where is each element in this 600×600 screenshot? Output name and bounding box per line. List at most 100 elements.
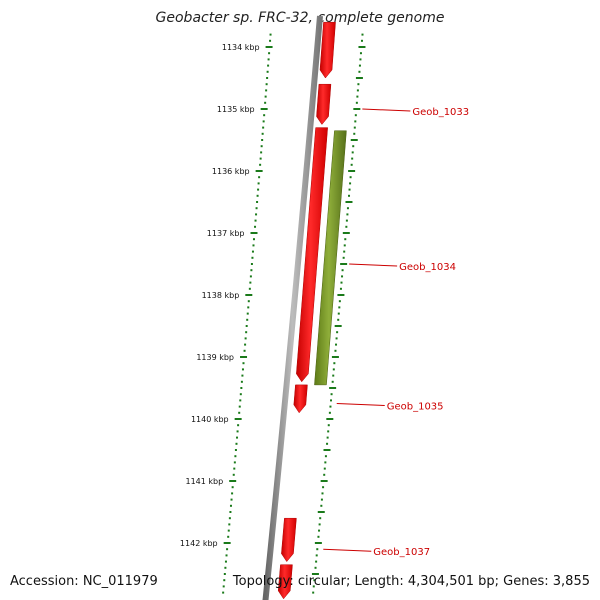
scale-minor-tick — [234, 455, 237, 458]
scale-minor-tick — [262, 126, 265, 129]
gene-label[interactable]: Geob_1034 — [399, 262, 456, 273]
scale-minor-tick — [241, 374, 244, 377]
scale-minor-tick — [245, 331, 248, 334]
inner-scale-minor-tick — [345, 219, 348, 222]
scale-minor-tick — [261, 139, 264, 141]
inner-scale-minor-tick — [331, 380, 334, 383]
scale-minor-tick — [261, 132, 264, 135]
gene-forward-strand — [319, 21, 336, 79]
inner-scale-minor-tick — [337, 312, 340, 315]
scale-minor-tick — [230, 498, 233, 501]
scale-minor-tick — [268, 52, 271, 55]
tick-layer: 1134 kbp 1135 kbp 1136 kbp 1137 kbp 1138 kbp… — [180, 33, 366, 594]
scale-minor-tick — [249, 281, 252, 284]
inner-scale-minor-tick — [353, 132, 356, 135]
inner-scale-minor-tick — [326, 442, 329, 445]
scale-minor-tick — [256, 194, 259, 197]
scale-minor-tick — [238, 411, 241, 414]
scale-minor-tick — [254, 225, 257, 228]
inner-scale-minor-tick — [316, 548, 319, 551]
gene-label-leader — [349, 263, 398, 267]
scale-minor-tick — [255, 207, 258, 210]
inner-scale-minor-tick — [341, 269, 344, 272]
scale-minor-tick — [266, 70, 269, 73]
gene-label-leader — [323, 548, 372, 552]
scale-tick-label: 1134 kbp — [222, 43, 260, 52]
scale-minor-tick — [257, 182, 260, 185]
inner-scale-minor-tick — [318, 529, 321, 532]
scale-minor-tick — [233, 461, 236, 464]
inner-scale-minor-tick — [351, 157, 354, 160]
scale-minor-tick — [241, 368, 244, 371]
inner-scale-minor-tick — [348, 188, 351, 191]
scale-minor-tick — [246, 318, 249, 321]
scale-minor-tick — [238, 405, 241, 408]
inner-scale-minor-tick — [343, 244, 346, 247]
scale-minor-tick — [232, 473, 235, 476]
gene-label[interactable]: Geob_1033 — [412, 107, 469, 118]
inner-scale-minor-tick — [323, 467, 326, 470]
inner-scale-minor-tick — [336, 331, 339, 334]
scale-tick-label: 1138 kbp — [202, 291, 240, 300]
scale-tick-label: 1137 kbp — [207, 229, 245, 238]
inner-scale-minor-tick — [314, 566, 317, 569]
gene-forward-strand — [281, 517, 297, 563]
gene-layer — [277, 21, 347, 600]
scale-minor-tick — [227, 529, 230, 532]
scale-minor-tick — [239, 393, 242, 396]
scale-minor-tick — [222, 591, 225, 594]
scale-minor-tick — [269, 33, 272, 36]
inner-scale-minor-tick — [358, 64, 361, 67]
scale-minor-tick — [259, 163, 262, 166]
scale-minor-tick — [249, 275, 252, 278]
inner-scale-minor-tick — [324, 455, 327, 458]
gene-label[interactable]: Geob_1035 — [387, 402, 444, 413]
scale-minor-tick — [255, 213, 258, 216]
scale-minor-tick — [227, 535, 230, 538]
inner-scale-minor-tick — [320, 504, 323, 507]
scale-minor-tick — [251, 256, 254, 259]
inner-scale-minor-tick — [338, 306, 341, 309]
inner-scale-minor-tick — [321, 492, 324, 495]
scale-minor-tick — [266, 77, 269, 79]
scale-minor-tick — [242, 362, 245, 365]
scale-minor-tick — [254, 219, 257, 222]
scale-minor-tick — [248, 287, 251, 290]
scale-minor-tick — [243, 349, 246, 352]
scale-minor-tick — [250, 269, 253, 272]
scale-tick-label: 1139 kbp — [196, 353, 234, 362]
scale-minor-tick — [260, 145, 263, 148]
inner-scale-minor-tick — [344, 238, 347, 241]
inner-scale-minor-tick — [350, 163, 353, 166]
map-title: Geobacter sp. FRC-32, complete genome — [155, 10, 445, 26]
gene-label-leader — [362, 108, 411, 112]
scale-minor-tick — [252, 238, 255, 241]
scale-minor-tick — [228, 523, 231, 526]
scale-minor-tick — [235, 442, 238, 445]
scale-minor-tick — [223, 573, 226, 575]
inner-scale-minor-tick — [340, 281, 343, 284]
inner-scale-minor-tick — [312, 591, 315, 594]
scale-minor-tick — [258, 176, 261, 179]
inner-scale-minor-tick — [330, 393, 333, 396]
gene-reverse-strand — [314, 130, 347, 386]
gene-label[interactable]: Geob_1037 — [373, 547, 430, 558]
inner-scale-minor-tick — [323, 473, 326, 476]
inner-scale-minor-tick — [315, 554, 318, 557]
inner-scale-minor-tick — [315, 560, 318, 563]
scale-minor-tick — [240, 387, 243, 389]
inner-scale-minor-tick — [348, 194, 351, 197]
inner-scale-minor-tick — [327, 430, 330, 433]
inner-scale-minor-tick — [329, 405, 332, 408]
scale-minor-tick — [265, 89, 268, 92]
scale-minor-tick — [264, 95, 267, 98]
inner-scale-minor-tick — [351, 151, 354, 154]
inner-scale-minor-tick — [354, 120, 357, 123]
inner-scale-minor-tick — [334, 349, 337, 352]
scale-minor-tick — [251, 250, 254, 253]
scale-minor-tick — [244, 343, 247, 346]
inner-scale-minor-tick — [356, 89, 359, 92]
scale-minor-tick — [223, 579, 226, 582]
inner-scale-minor-tick — [330, 399, 333, 402]
